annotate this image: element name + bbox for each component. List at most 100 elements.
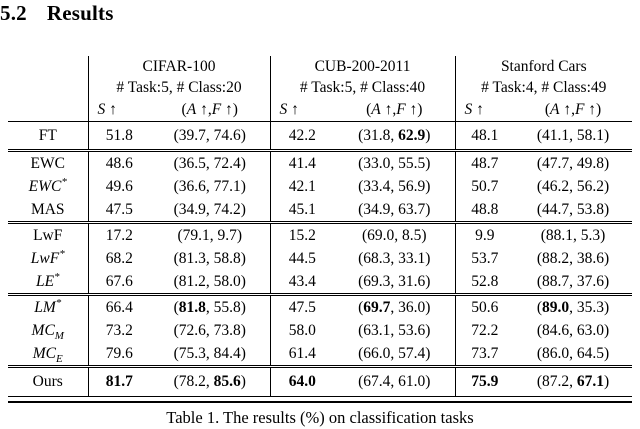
cell-s: 42.2 <box>270 122 334 151</box>
row-group: EWC 48.6 (36.5, 72.4) 41.4 (33.0, 55.5) 48.7 (… <box>8 149 633 223</box>
metric-value: 9.7 <box>217 227 237 244</box>
metric-value: 37.6 <box>576 273 605 290</box>
metric-value: 33.0 <box>363 155 391 172</box>
text-part: ( <box>536 299 543 316</box>
text-part: ( <box>536 273 543 290</box>
metric-value: 74.6 <box>213 127 241 144</box>
metric-value: 64.5 <box>576 345 605 362</box>
metric-value: 31.8 <box>363 127 391 144</box>
text-part: M <box>54 330 64 343</box>
cell-af: (34.9, 63.7) <box>334 198 456 223</box>
metric-value: 56.9 <box>398 178 426 195</box>
cell-af: (66.0, 57.4) <box>334 342 456 367</box>
cell-s: 67.6 <box>88 270 150 295</box>
dataset-meta: # Task:5, # Class:20 <box>88 77 271 98</box>
text-part: MAS <box>30 201 65 218</box>
text-part: ) <box>604 201 610 218</box>
cell-af: (88.1, 5.3) <box>514 221 633 247</box>
method-label: EWC* <box>8 175 89 198</box>
metric-value: 62.9 <box>398 127 426 144</box>
metric-value: 89.0 <box>542 299 570 316</box>
metric-value: 67.1 <box>576 373 605 390</box>
metric-value: 67.4 <box>363 373 391 390</box>
text-part: ( <box>536 127 543 144</box>
cell-af: (72.6, 73.8) <box>150 319 271 342</box>
text-part: , <box>569 322 577 339</box>
text-part: , <box>205 201 214 218</box>
cell-s: 68.2 <box>88 247 150 270</box>
text-part: ( <box>173 127 179 144</box>
header-row-metrics: S ↑ (A ↑,F ↑) S ↑ (A ↑,F ↑) S ↑ (A ↑,F ↑) <box>8 98 633 122</box>
metric-value: 74.2 <box>213 201 241 218</box>
metric-value: 48.7 <box>471 155 499 172</box>
text-part: ) <box>604 178 610 195</box>
cell-s: 44.5 <box>270 247 334 270</box>
cell-af: (36.6, 77.1) <box>150 175 271 198</box>
metric-value: 61.0 <box>398 373 426 390</box>
text-part: ( <box>358 155 364 172</box>
cell-af: (81.8, 55.8) <box>150 293 271 319</box>
metric-value: 35.3 <box>576 299 605 316</box>
text-part: , <box>390 273 399 290</box>
text-part: * <box>59 247 65 260</box>
metric-value: 88.2 <box>542 250 570 267</box>
text-part: ( <box>536 201 543 218</box>
cell-af: (31.8, 62.9) <box>334 121 456 151</box>
text-part: , <box>569 345 577 362</box>
metric-value: 69.3 <box>363 273 391 290</box>
text-part: E <box>56 353 63 366</box>
text-part: ) <box>240 201 246 218</box>
text-part: , <box>569 155 577 172</box>
metric-value: 81.2 <box>178 273 206 290</box>
cell-s: 48.6 <box>88 149 150 175</box>
cell-af: (75.3, 84.4) <box>150 342 271 367</box>
metric-value: 72.2 <box>471 322 499 339</box>
text-part: ( <box>536 250 543 267</box>
text-part: , <box>205 250 214 267</box>
table-row: LwF* 68.2 (81.3, 58.8) 44.5 (68.3, 33.1) 53.7… <box>8 247 632 270</box>
metric-value: 48.6 <box>105 155 133 172</box>
text-part: LwF <box>33 227 63 244</box>
text-part: , <box>205 155 214 172</box>
cell-s: 73.2 <box>88 319 150 342</box>
cell-af: (46.2, 56.2) <box>514 175 632 198</box>
method-label: LM* <box>8 293 89 319</box>
cell-af: (84.6, 63.0) <box>514 319 632 342</box>
cell-s: 64.0 <box>270 365 335 397</box>
row-group: LwF 17.2 (79.1, 9.7) 15.2 (69.0, 8.5) 9.9 (88.… <box>8 221 633 295</box>
cell-s: 48.8 <box>455 198 514 223</box>
text-part: ) <box>240 373 246 390</box>
metric-value: 69.0 <box>367 227 395 244</box>
metric-value: 58.0 <box>288 322 316 339</box>
table-row: MCE 79.6 (75.3, 84.4) 61.4 (66.0, 57.4) 73.7 (… <box>8 342 632 367</box>
cell-af: (79.1, 9.7) <box>150 221 271 247</box>
metric-value: 79.6 <box>105 345 133 362</box>
metric-value: 38.6 <box>576 250 605 267</box>
text-part: ) <box>425 299 431 316</box>
dataset-name: CUB-200-2011 <box>270 56 456 77</box>
metric-value: 66.0 <box>363 345 391 362</box>
table-bottom-rule <box>8 401 632 403</box>
row-group: LM* 66.4 (81.8, 55.8) 47.5 (69.7, 36.0) 50.6 (… <box>8 293 633 367</box>
cell-af: (41.1, 58.1) <box>514 122 632 151</box>
cell-af: (47.7, 49.8) <box>514 149 633 175</box>
text-part: ( <box>173 250 179 267</box>
metric-value: 87.2 <box>542 373 570 390</box>
text-part: ( <box>173 155 179 172</box>
dataset-name: CIFAR-100 <box>88 56 271 77</box>
cell-s: 50.7 <box>455 175 514 198</box>
text-part: ) <box>604 127 610 144</box>
text-part: ) <box>425 201 431 218</box>
text-part: ↑) <box>405 101 423 118</box>
metric-value: 44.5 <box>288 250 316 267</box>
cell-s: 47.5 <box>270 293 335 319</box>
text-part: , <box>205 322 214 339</box>
cell-s: 79.6 <box>88 342 150 367</box>
text-part: ( <box>540 227 546 244</box>
text-part: ) <box>604 345 610 362</box>
text-part: * <box>61 175 67 188</box>
cell-s: 73.7 <box>455 342 514 367</box>
metric-value: 31.6 <box>398 273 426 290</box>
text-part: , <box>205 273 214 290</box>
metric-value: 42.2 <box>288 127 316 144</box>
